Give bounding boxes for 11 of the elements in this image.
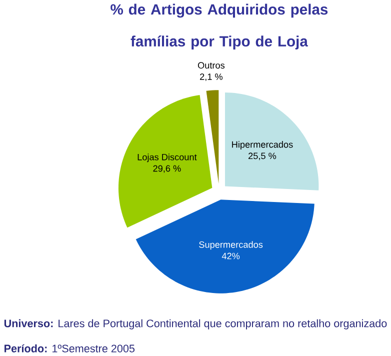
slice-label: Lojas Discount bbox=[138, 154, 197, 162]
data-label: 42% bbox=[222, 252, 240, 260]
data-label: 29,6 % bbox=[153, 165, 181, 173]
chart-title: % de Artigos Adquiridos pelas famílias por Tipo de Loja bbox=[110, 4, 328, 50]
slice-label: Hipermercados bbox=[232, 140, 293, 150]
slice-label: Outros bbox=[198, 62, 225, 68]
text: Período: 1ºSemestre 2005 bbox=[4, 344, 135, 352]
slice-label: Supermercados bbox=[199, 241, 263, 250]
data-label: 2,1 % bbox=[200, 73, 223, 81]
text: Universo: Lares de Portugal Continental que compraram no retalho organizado bbox=[4, 319, 387, 330]
data-label: 25,5 % bbox=[248, 152, 276, 160]
